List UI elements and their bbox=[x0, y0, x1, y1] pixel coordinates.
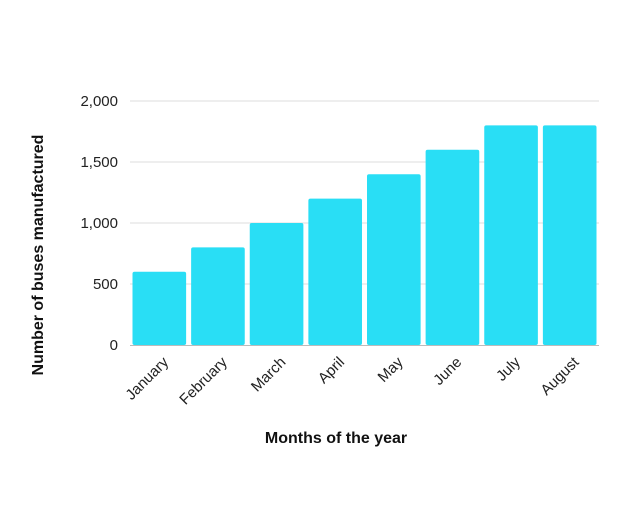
x-tick-label-march: March bbox=[248, 354, 289, 395]
bar-march bbox=[249, 223, 304, 345]
bar-may bbox=[367, 174, 421, 345]
x-tick-label-june: June bbox=[430, 354, 465, 389]
y-tick-label: 2,000 bbox=[80, 93, 118, 110]
y-tick-label: 500 bbox=[93, 276, 118, 293]
y-tick-label: 1,500 bbox=[80, 154, 118, 171]
bar-january bbox=[132, 271, 187, 345]
bar-february bbox=[191, 247, 245, 345]
y-tick-label: 0 bbox=[110, 337, 118, 354]
x-tick-label-may: May bbox=[375, 353, 407, 385]
y-tick-label: 1,000 bbox=[80, 215, 118, 232]
x-tick-label-february: February bbox=[176, 353, 231, 408]
x-tick-label-july: July bbox=[493, 353, 524, 384]
x-axis-title: Months of the year bbox=[265, 430, 407, 447]
x-tick-label-april: April bbox=[315, 354, 348, 387]
y-axis-title: Number of buses manufactured bbox=[30, 135, 47, 376]
x-tick-label-january: January bbox=[122, 353, 172, 403]
x-axis-tick-labels: January February March April May June July Augu… bbox=[122, 353, 583, 408]
bars bbox=[132, 125, 597, 346]
y-axis-tick-labels: 0 500 1,000 1,500 2,000 bbox=[80, 93, 118, 354]
x-tick-label-august: August bbox=[537, 353, 583, 399]
bar-june bbox=[425, 149, 480, 345]
bar-april bbox=[308, 198, 362, 345]
bar-august bbox=[542, 125, 597, 346]
bar-july bbox=[484, 125, 538, 346]
